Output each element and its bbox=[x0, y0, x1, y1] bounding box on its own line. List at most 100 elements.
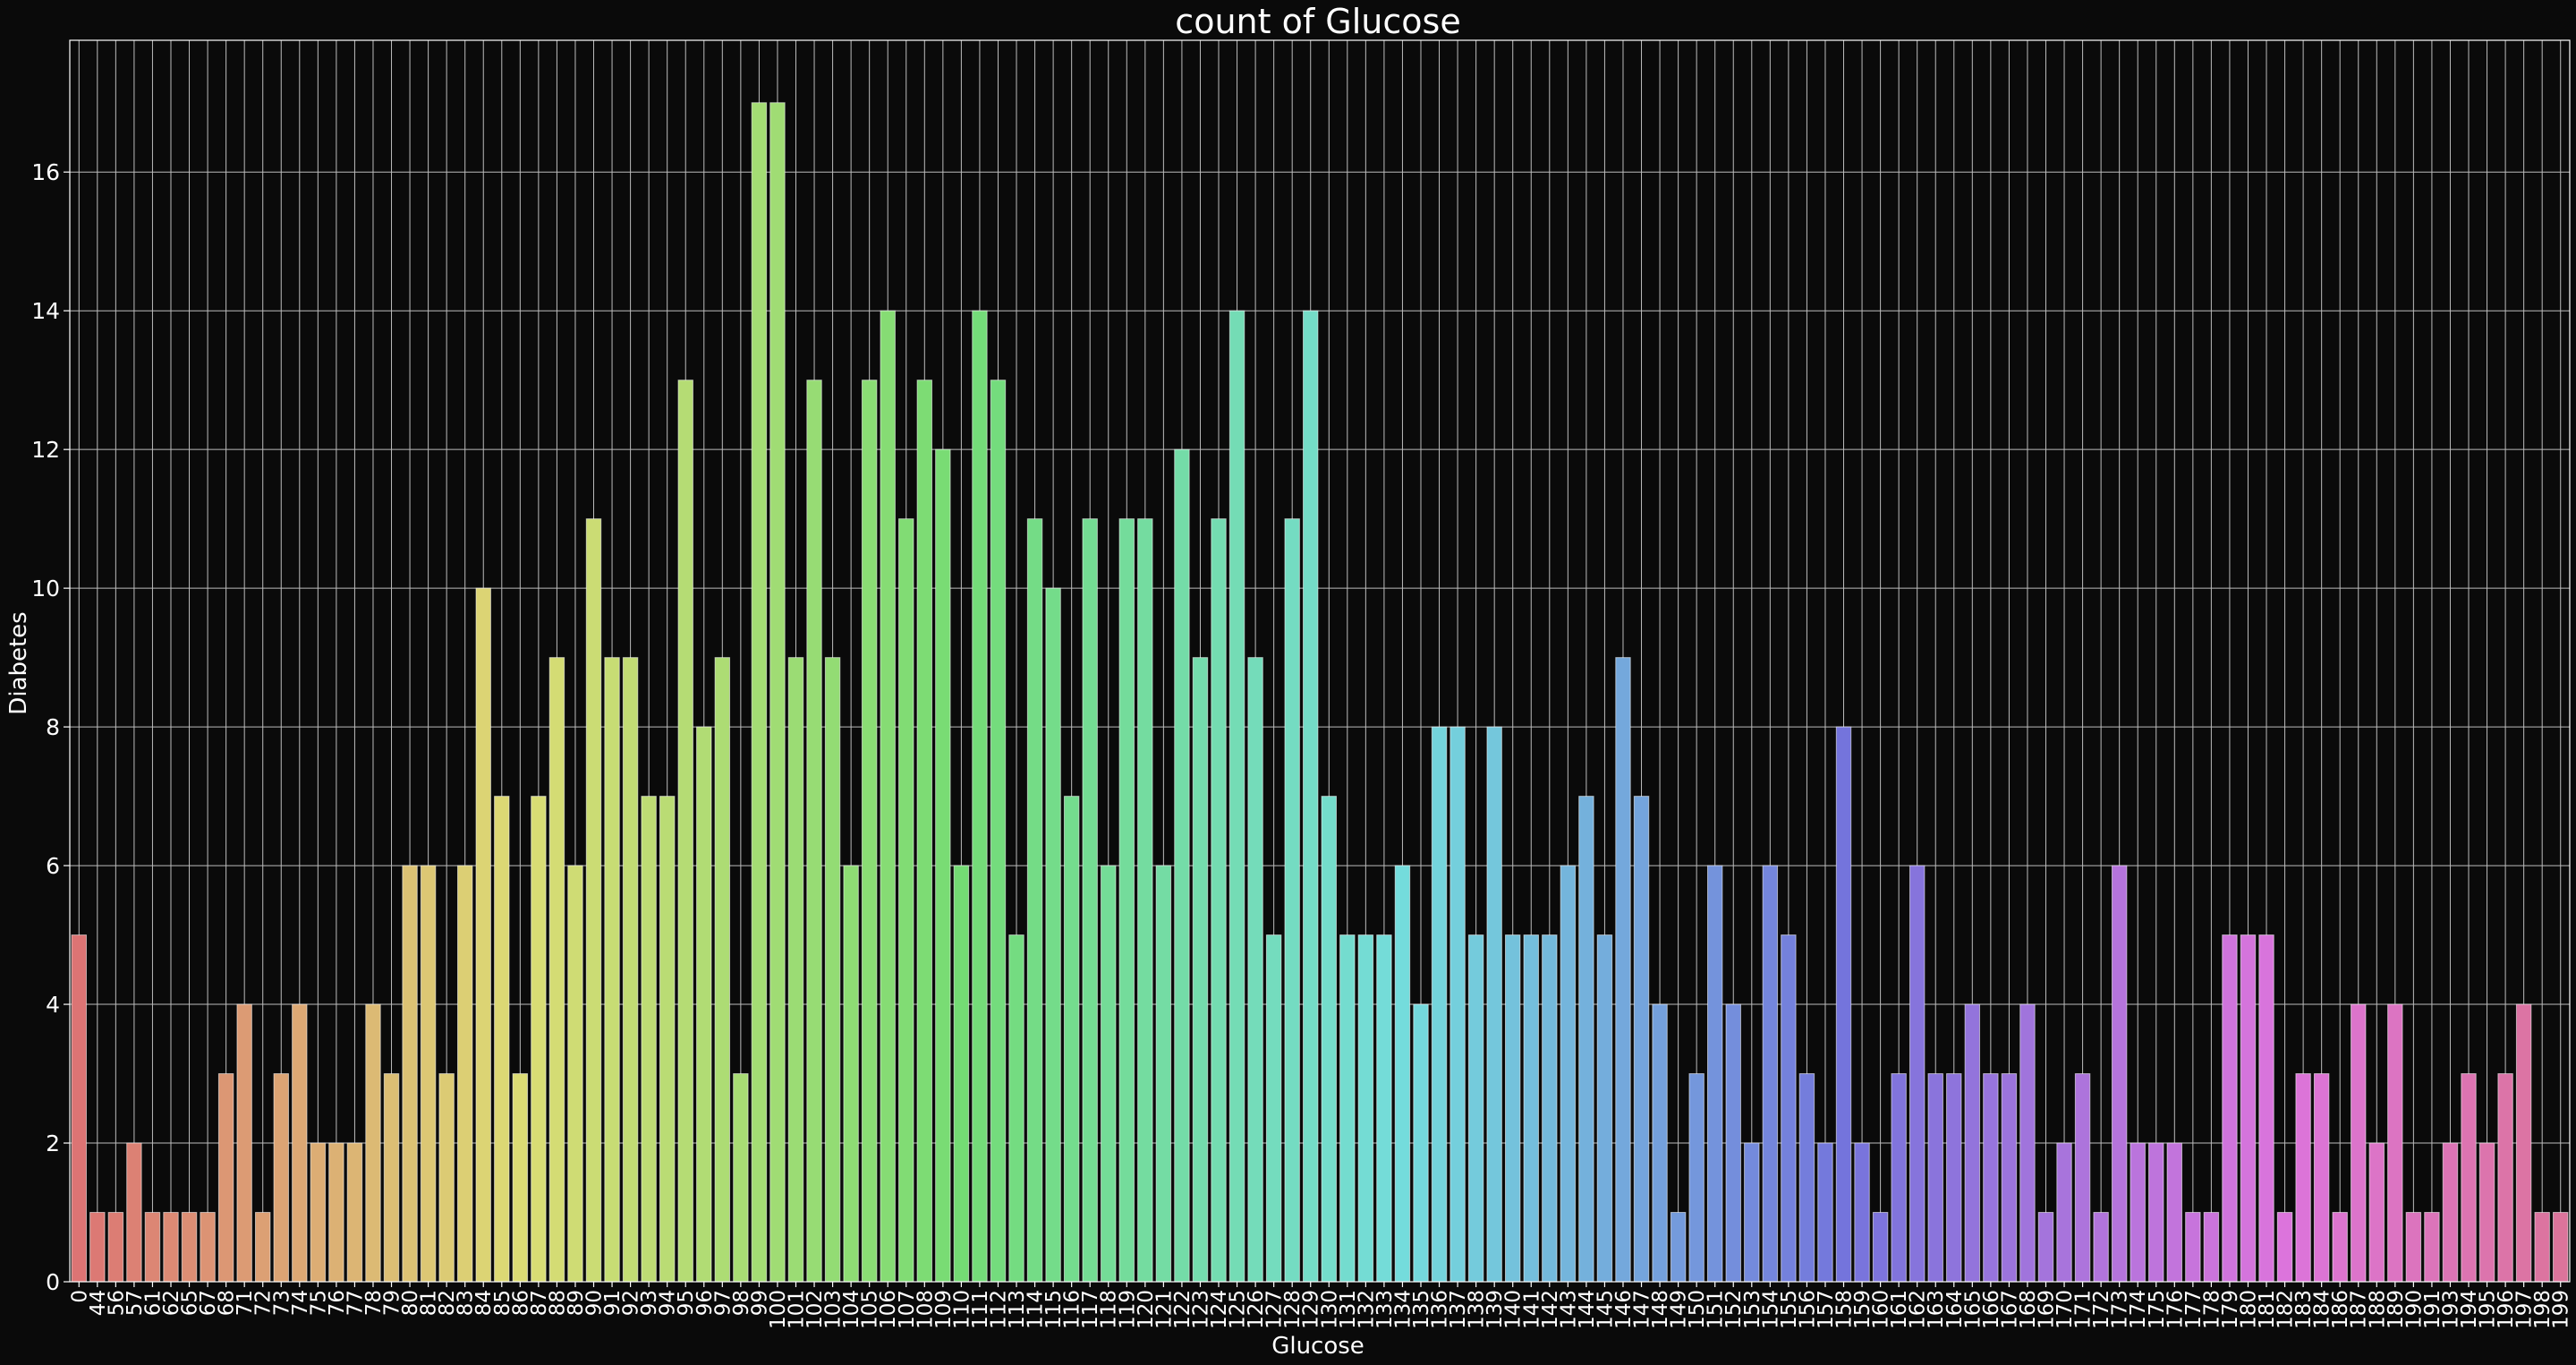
bar-106 bbox=[880, 310, 896, 1283]
x-tick-label: 65 bbox=[179, 1290, 202, 1316]
bar-178 bbox=[2203, 1212, 2220, 1283]
bar-121 bbox=[1155, 865, 1172, 1283]
x-tick-label: 57 bbox=[123, 1290, 147, 1316]
x-tick-label: 85 bbox=[491, 1290, 514, 1316]
bar-78 bbox=[365, 1003, 381, 1283]
bar-145 bbox=[1596, 934, 1613, 1283]
x-tick-label: 189 bbox=[2385, 1290, 2408, 1329]
y-tick-label: 10 bbox=[31, 576, 60, 601]
x-tick-label: 196 bbox=[2495, 1290, 2518, 1329]
bar-102 bbox=[806, 380, 822, 1283]
bar-81 bbox=[420, 865, 437, 1283]
bar-125 bbox=[1228, 310, 1245, 1283]
bar-141 bbox=[1523, 934, 1539, 1283]
bar-97 bbox=[714, 657, 731, 1283]
bar-182 bbox=[2276, 1212, 2293, 1283]
bar-168 bbox=[2019, 1003, 2036, 1283]
x-tick-label: 184 bbox=[2311, 1290, 2334, 1329]
x-tick-label: 120 bbox=[1135, 1290, 1158, 1329]
x-tick-label: 90 bbox=[583, 1290, 607, 1316]
bar-109 bbox=[935, 448, 951, 1283]
x-tick-label: 170 bbox=[2053, 1290, 2077, 1329]
bar-61 bbox=[144, 1212, 161, 1283]
y-axis-ticks: 0 2 4 6 8 10 12 14 16 bbox=[31, 159, 70, 1295]
bar-167 bbox=[2001, 1073, 2018, 1283]
bar-196 bbox=[2497, 1073, 2513, 1283]
x-tick-label: 154 bbox=[1759, 1290, 1782, 1329]
bar-113 bbox=[1008, 934, 1024, 1283]
bar-128 bbox=[1284, 518, 1300, 1283]
bar-172 bbox=[2093, 1212, 2109, 1283]
bar-140 bbox=[1504, 934, 1521, 1283]
bar-75 bbox=[310, 1142, 327, 1283]
x-tick-label: 187 bbox=[2348, 1290, 2371, 1329]
y-tick-label: 16 bbox=[31, 159, 60, 185]
bar-84 bbox=[475, 587, 491, 1283]
bar-65 bbox=[181, 1212, 198, 1283]
bar-127 bbox=[1265, 934, 1282, 1283]
x-tick-label: 99 bbox=[748, 1290, 771, 1316]
x-tick-label: 56 bbox=[105, 1290, 128, 1316]
bar-117 bbox=[1082, 518, 1098, 1283]
x-tick-label: 124 bbox=[1208, 1290, 1231, 1329]
bar-133 bbox=[1376, 934, 1392, 1283]
x-tick-label: 76 bbox=[326, 1290, 349, 1316]
bar-93 bbox=[641, 796, 657, 1283]
bar-98 bbox=[733, 1073, 749, 1283]
x-tick-label: 129 bbox=[1300, 1290, 1323, 1329]
x-tick-label: 169 bbox=[2035, 1290, 2058, 1329]
x-tick-label: 95 bbox=[675, 1290, 698, 1316]
x-tick-label: 136 bbox=[1429, 1290, 1452, 1329]
bar-143 bbox=[1560, 865, 1577, 1283]
bar-86 bbox=[512, 1073, 529, 1283]
bar-74 bbox=[292, 1003, 308, 1283]
bar-154 bbox=[1762, 865, 1779, 1283]
bar-91 bbox=[604, 657, 620, 1283]
bar-129 bbox=[1303, 310, 1319, 1283]
bar-71 bbox=[236, 1003, 252, 1283]
bar-142 bbox=[1542, 934, 1558, 1283]
bar-83 bbox=[456, 865, 473, 1283]
bar-132 bbox=[1357, 934, 1374, 1283]
bar-82 bbox=[438, 1073, 455, 1283]
bar-131 bbox=[1339, 934, 1356, 1283]
bar-165 bbox=[1964, 1003, 1981, 1283]
x-tick-label: 122 bbox=[1171, 1290, 1194, 1329]
x-tick-label: 104 bbox=[840, 1290, 863, 1329]
bar-191 bbox=[2424, 1212, 2440, 1283]
bar-173 bbox=[2111, 865, 2128, 1283]
bar-180 bbox=[2240, 934, 2257, 1283]
x-tick-label: 183 bbox=[2292, 1290, 2316, 1329]
x-tick-label: 172 bbox=[2090, 1290, 2113, 1329]
bar-104 bbox=[843, 865, 859, 1283]
x-tick-label: 182 bbox=[2274, 1290, 2298, 1329]
bar-186 bbox=[2332, 1212, 2348, 1283]
x-tick-label: 141 bbox=[1520, 1290, 1543, 1329]
x-tick-label: 114 bbox=[1024, 1290, 1048, 1329]
x-tick-label: 89 bbox=[565, 1290, 588, 1316]
bar-130 bbox=[1321, 796, 1337, 1283]
x-tick-label: 107 bbox=[896, 1290, 919, 1329]
bar-166 bbox=[1983, 1073, 1999, 1283]
bar-139 bbox=[1486, 726, 1502, 1283]
x-tick-label: 138 bbox=[1466, 1290, 1489, 1329]
bar-137 bbox=[1450, 726, 1466, 1283]
x-tick-label: 115 bbox=[1042, 1290, 1066, 1329]
x-tick-label: 161 bbox=[1888, 1290, 1911, 1329]
bar-89 bbox=[567, 865, 583, 1283]
x-tick-label: 131 bbox=[1337, 1290, 1360, 1329]
bar-135 bbox=[1413, 1003, 1429, 1283]
x-tick-label: 135 bbox=[1410, 1290, 1433, 1329]
x-tick-label: 159 bbox=[1851, 1290, 1875, 1329]
x-tick-label: 81 bbox=[418, 1290, 441, 1316]
bar-134 bbox=[1394, 865, 1411, 1283]
y-tick-label: 6 bbox=[46, 853, 60, 879]
x-tick-label: 116 bbox=[1061, 1290, 1084, 1329]
bar-199 bbox=[2553, 1212, 2569, 1283]
x-tick-label: 88 bbox=[546, 1290, 569, 1316]
x-tick-label: 112 bbox=[987, 1290, 1010, 1329]
bar-136 bbox=[1431, 726, 1448, 1283]
bar-181 bbox=[2258, 934, 2274, 1283]
x-tick-label: 171 bbox=[2072, 1290, 2096, 1329]
